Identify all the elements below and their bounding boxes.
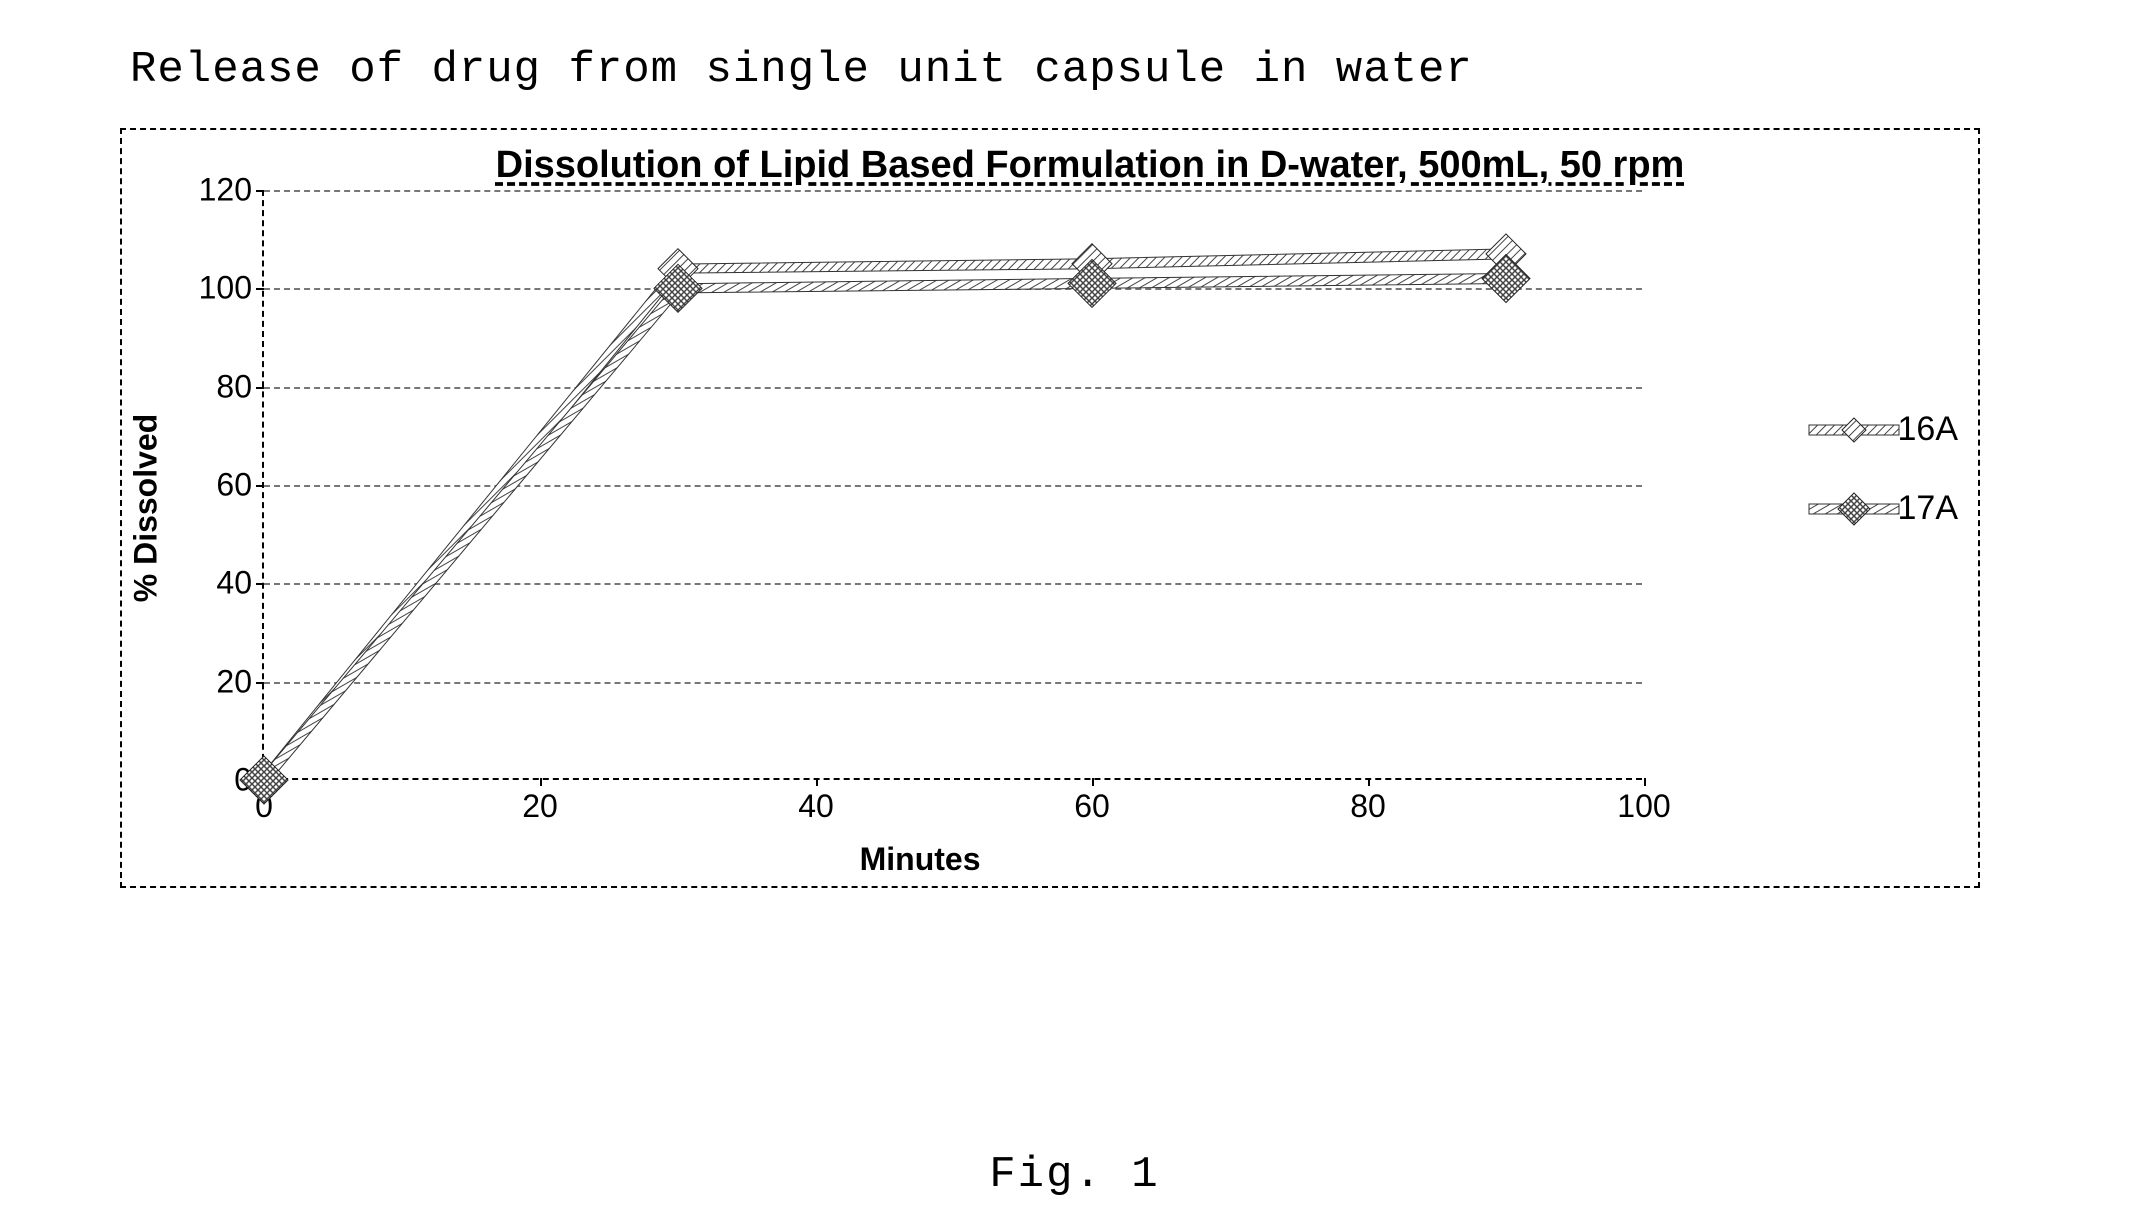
y-tick-label: 100: [199, 270, 252, 307]
plot-area: 020406080100120020406080100: [262, 190, 1642, 780]
y-tick: [256, 583, 264, 585]
x-tick: [1644, 778, 1646, 786]
legend-swatch: [1814, 418, 1894, 442]
page-title: Release of drug from single unit capsule…: [130, 45, 1473, 95]
legend: 16A 17A: [1814, 410, 1959, 528]
chart-frame: Dissolution of Lipid Based Formulation i…: [120, 128, 1980, 888]
y-tick: [256, 387, 264, 389]
legend-label: 16A: [1898, 410, 1959, 449]
y-tick: [256, 288, 264, 290]
legend-item-17A: 17A: [1814, 489, 1959, 528]
x-axis-label: Minutes: [860, 841, 981, 878]
legend-label: 17A: [1898, 489, 1959, 528]
x-tick-label: 20: [522, 788, 558, 825]
y-tick-label: 20: [216, 663, 252, 700]
x-tick-label: 40: [798, 788, 834, 825]
series-line-17A: [260, 274, 1506, 784]
series-line-16A: [260, 249, 1506, 783]
series-marker-17A: [1482, 255, 1530, 303]
y-tick-label: 120: [199, 172, 252, 209]
y-tick: [256, 190, 264, 192]
x-tick-label: 80: [1350, 788, 1386, 825]
y-tick-label: 40: [216, 565, 252, 602]
y-axis-label: % Dissolved: [128, 414, 165, 603]
x-tick-label: 60: [1074, 788, 1110, 825]
y-tick: [256, 485, 264, 487]
series-layer: [264, 190, 1644, 780]
y-tick-label: 80: [216, 368, 252, 405]
chart-title: Dissolution of Lipid Based Formulation i…: [122, 144, 1978, 187]
figure-caption: Fig. 1: [0, 1150, 2149, 1200]
y-tick: [256, 682, 264, 684]
y-tick-label: 60: [216, 467, 252, 504]
x-tick-label: 100: [1617, 788, 1670, 825]
legend-swatch: [1814, 497, 1894, 521]
legend-item-16A: 16A: [1814, 410, 1959, 449]
